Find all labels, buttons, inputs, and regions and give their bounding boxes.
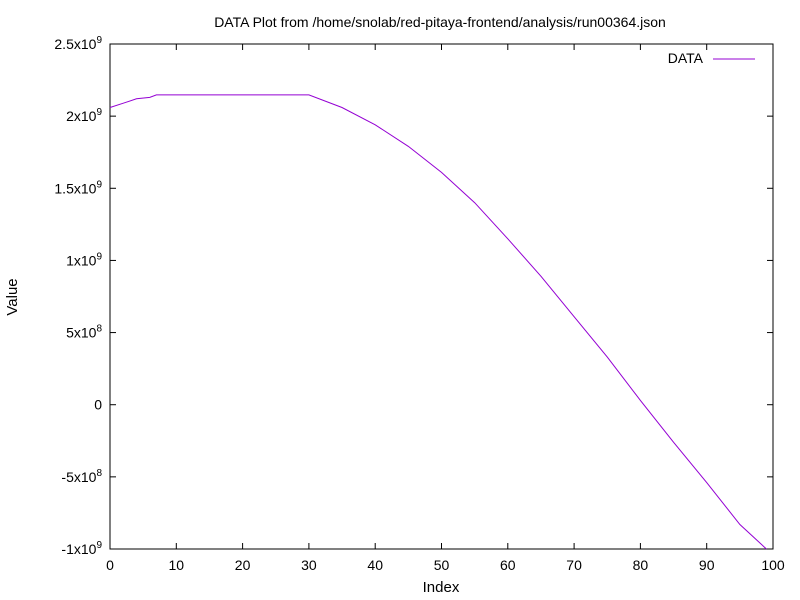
x-tick-label: 50 xyxy=(434,557,450,573)
x-tick-label: 0 xyxy=(106,557,114,573)
y-tick-exponent: 9 xyxy=(96,179,102,190)
series-layer xyxy=(109,94,767,550)
legend: DATA xyxy=(668,50,755,66)
series-line-data xyxy=(109,94,767,550)
chart-title: DATA Plot from /home/snolab/red-pitaya-f… xyxy=(214,14,666,30)
x-tick-label: 40 xyxy=(367,557,383,573)
y-tick-exponent: 8 xyxy=(96,468,102,479)
x-tick-label: 60 xyxy=(500,557,516,573)
y-tick-label: 1x109 xyxy=(66,251,102,268)
x-axis-label: Index xyxy=(423,579,460,596)
y-tick-label: -1x109 xyxy=(61,540,102,557)
y-tick-label: 1.5x109 xyxy=(54,179,102,196)
y-axis-label: Value xyxy=(4,278,21,315)
x-tick-label: 90 xyxy=(699,557,715,573)
y-tick-mantissa: 5x10 xyxy=(66,325,97,341)
y-tick-mantissa: 1x10 xyxy=(66,252,97,268)
y-tick-exponent: 9 xyxy=(96,251,102,262)
plot-frame xyxy=(109,43,774,550)
y-tick-exponent: 9 xyxy=(96,107,102,118)
y-tick-mantissa: 2x10 xyxy=(66,108,97,124)
y-tick-mantissa: 1.5x10 xyxy=(54,180,96,196)
x-tick-label: 30 xyxy=(301,557,317,573)
x-tick-label: 70 xyxy=(566,557,582,573)
y-axis: -1x109-5x10805x1081x1091.5x1092x1092.5x1… xyxy=(54,35,773,557)
y-tick-label: 2.5x109 xyxy=(54,35,102,52)
y-tick-label: 5x108 xyxy=(66,324,102,341)
y-tick-mantissa: -5x10 xyxy=(61,469,96,485)
y-tick-label: -5x108 xyxy=(61,468,102,485)
y-tick-exponent: 8 xyxy=(96,324,102,335)
x-axis: 0 10 20 30 40 50 60 70 80 90 100 xyxy=(106,44,785,573)
y-tick-label: 0 xyxy=(94,397,102,413)
legend-label: DATA xyxy=(668,50,704,66)
x-tick-label: 20 xyxy=(235,557,251,573)
y-tick-mantissa: 2.5x10 xyxy=(54,36,96,52)
y-tick-exponent: 9 xyxy=(96,35,102,46)
y-tick-mantissa: -1x10 xyxy=(61,541,96,557)
y-tick-mantissa: 0 xyxy=(94,397,102,413)
x-tick-label: 10 xyxy=(169,557,185,573)
x-tick-label: 80 xyxy=(633,557,649,573)
y-tick-exponent: 9 xyxy=(96,540,102,551)
x-tick-label: 100 xyxy=(761,557,785,573)
y-tick-label: 2x109 xyxy=(66,107,102,124)
